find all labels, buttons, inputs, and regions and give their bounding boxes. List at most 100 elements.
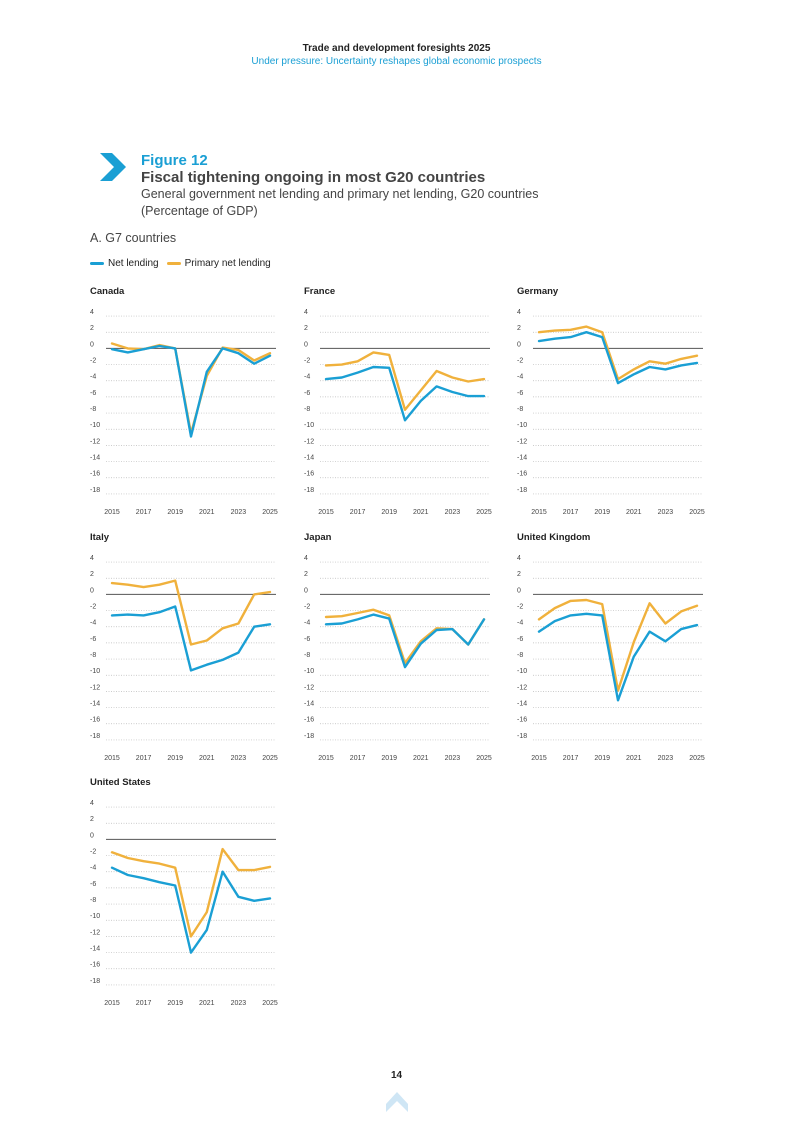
series-line-net-lending	[324, 365, 486, 422]
x-tick-label: 2021	[199, 1000, 215, 1007]
y-tick-label: -8	[517, 406, 523, 413]
x-tick-label: 2019	[381, 755, 397, 762]
y-tick-label: -6	[90, 881, 96, 888]
legend-swatch-primary-net-lending	[166, 262, 181, 265]
y-tick-label: -14	[304, 455, 314, 462]
y-tick-label: -14	[90, 946, 100, 953]
chart-title-italy: Italy	[90, 532, 110, 543]
y-tick-label: 4	[304, 309, 308, 316]
report-subtitle: Under pressure: Uncertainty reshapes glo…	[251, 56, 542, 67]
legend-label-primary-net-lending: Primary net lending	[184, 258, 271, 269]
y-tick-label: 0	[90, 587, 94, 594]
series-line-primary-net-lending	[110, 579, 272, 646]
y-tick-label: -18	[517, 487, 527, 494]
y-tick-label: -4	[90, 374, 96, 381]
y-tick-label: -18	[304, 487, 314, 494]
y-tick-label: -2	[517, 604, 523, 611]
y-tick-label: 2	[304, 571, 308, 578]
chart-title-germany: Germany	[517, 286, 559, 297]
x-tick-label: 2019	[167, 1000, 183, 1007]
back-to-top-icon[interactable]	[384, 1090, 410, 1114]
x-tick-label: 2025	[476, 755, 492, 762]
y-tick-label: 2	[517, 571, 521, 578]
y-tick-label: 4	[304, 555, 308, 562]
x-tick-label: 2025	[476, 509, 492, 516]
x-tick-label: 2019	[381, 509, 397, 516]
x-tick-label: 2021	[413, 755, 429, 762]
x-tick-label: 2019	[167, 755, 183, 762]
figure-title: Fiscal tightening ongoing in most G20 co…	[141, 169, 486, 186]
y-tick-label: -8	[517, 652, 523, 659]
y-tick-label: -2	[90, 849, 96, 856]
y-tick-label: -16	[90, 962, 100, 969]
y-tick-label: -12	[90, 438, 100, 445]
chart-title-japan: Japan	[304, 532, 332, 543]
legend-item-primary-net-lending: Primary net lending	[166, 258, 271, 269]
y-tick-label: 2	[304, 325, 308, 332]
series-line-primary-net-lending	[537, 325, 699, 381]
y-tick-label: -18	[90, 978, 100, 985]
y-tick-label: 4	[517, 555, 521, 562]
x-tick-label: 2015	[531, 509, 547, 516]
legend-swatch-net-lending	[90, 262, 104, 265]
y-tick-label: 0	[90, 832, 94, 839]
y-tick-label: 2	[90, 571, 94, 578]
chart-japan: 4 2 0 -2 -4 -6 -8 -10 -12 -14 -16 -18 2015 2017 2019 20…	[304, 555, 492, 762]
figure-units: (Percentage of GDP)	[141, 204, 258, 218]
report-title: Trade and development foresights 2025	[302, 43, 491, 54]
chart-united-states: 4 2 0 -2 -4 -6 -8 -10 -12 -14 -16 -18 2015 2017 2019 20…	[90, 800, 278, 1007]
x-tick-label: 2015	[104, 1000, 120, 1007]
y-tick-label: 0	[517, 341, 521, 348]
y-tick-label: -10	[304, 422, 314, 429]
y-tick-label: -18	[304, 733, 314, 740]
y-tick-label: -6	[517, 390, 523, 397]
y-tick-label: -4	[90, 865, 96, 872]
y-tick-label: -12	[517, 438, 527, 445]
x-tick-label: 2021	[413, 509, 429, 516]
x-tick-label: 2015	[318, 509, 334, 516]
x-tick-label: 2019	[167, 509, 183, 516]
y-tick-label: -6	[304, 636, 310, 643]
y-tick-label: 0	[304, 341, 308, 348]
y-tick-label: -14	[517, 455, 527, 462]
y-tick-label: -18	[517, 733, 527, 740]
x-tick-label: 2025	[689, 509, 705, 516]
series-line-net-lending	[537, 331, 699, 385]
series-line-net-lending	[537, 612, 699, 702]
y-tick-label: -10	[304, 668, 314, 675]
chevron-right-icon	[100, 153, 126, 181]
x-tick-label: 2025	[262, 509, 278, 516]
x-tick-label: 2021	[199, 509, 215, 516]
series-line-net-lending	[110, 605, 272, 672]
y-tick-label: -12	[304, 438, 314, 445]
chart-title-united-states: United States	[90, 777, 151, 788]
series-line-net-lending	[110, 866, 272, 954]
chart-legend: Net lending Primary net lending	[90, 258, 279, 269]
y-tick-label: -8	[304, 406, 310, 413]
x-tick-label: 2015	[104, 509, 120, 516]
y-tick-label: -16	[90, 471, 100, 478]
y-tick-label: -6	[90, 636, 96, 643]
y-tick-label: 2	[90, 325, 94, 332]
x-tick-label: 2021	[626, 509, 642, 516]
y-tick-label: -14	[517, 701, 527, 708]
series-line-primary-net-lending	[110, 342, 272, 435]
chart-canada: 4 2 0 -2 -4 -6 -8 -10 -12 -14 -16 -18 2015 2017 2019 20…	[90, 309, 278, 516]
x-tick-label: 2015	[104, 755, 120, 762]
y-tick-label: -14	[90, 455, 100, 462]
x-tick-label: 2023	[231, 755, 247, 762]
x-tick-label: 2023	[658, 509, 674, 516]
y-tick-label: -4	[304, 620, 310, 627]
y-tick-label: -8	[304, 652, 310, 659]
y-tick-label: -2	[517, 358, 523, 365]
y-tick-label: 4	[90, 555, 94, 562]
y-tick-label: -6	[517, 636, 523, 643]
chart-france: 4 2 0 -2 -4 -6 -8 -10 -12 -14 -16 -18 2015 2017 2019 20…	[304, 309, 492, 516]
chart-italy: 4 2 0 -2 -4 -6 -8 -10 -12 -14 -16 -18 2015 2017 2019 20…	[90, 555, 278, 762]
x-tick-label: 2023	[445, 509, 461, 516]
chart-title-canada: Canada	[90, 286, 125, 297]
series-line-primary-net-lending	[537, 598, 699, 692]
y-tick-label: -10	[517, 422, 527, 429]
y-tick-label: -12	[90, 684, 100, 691]
x-tick-label: 2017	[350, 755, 366, 762]
